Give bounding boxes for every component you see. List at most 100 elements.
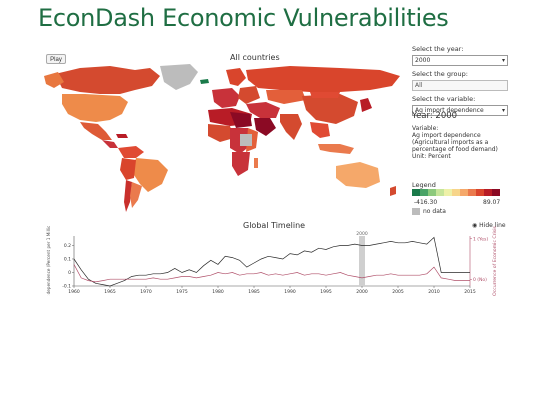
- y2-axis-title: Occurrence of Economic Crisis: [492, 226, 498, 296]
- series-line-ag-import-dependence: [73, 236, 470, 287]
- country-mongolia[interactable]: [310, 92, 340, 98]
- country-new-zealand[interactable]: [390, 186, 396, 196]
- variable-select-label: Select the variable:: [412, 95, 476, 103]
- country-kazakhstan[interactable]: [266, 90, 306, 104]
- legend-color-scale: [412, 189, 500, 196]
- nodata-swatch: [412, 208, 420, 215]
- country-chile[interactable]: [124, 180, 132, 212]
- control-panel: Select the year: 2000 ▾ Select the group…: [412, 44, 508, 116]
- x-tick-label: 1965: [104, 289, 116, 295]
- app-title: EconDash Economic Vulnerabilities: [38, 4, 449, 32]
- x-tick-label: 2015: [464, 289, 476, 295]
- country-greenland: [160, 64, 198, 90]
- legend-swatch: [468, 189, 477, 196]
- y2-tick-label: 1 (Yes): [473, 236, 488, 242]
- country-central-america[interactable]: [102, 140, 118, 148]
- timeline-chart[interactable]: 2000 0.2 0.1 0 -0.1 1 (Yes) 0 (No) 1960 1965 1970…: [30, 226, 510, 296]
- timeline-title: Global Timeline: [243, 221, 306, 230]
- x-tick-label: 2000: [356, 289, 368, 295]
- country-west-africa[interactable]: [208, 124, 234, 142]
- y-tick-label: 0: [68, 270, 71, 276]
- x-tick-label: 1980: [212, 289, 224, 295]
- country-alaska[interactable]: [44, 72, 64, 88]
- year-select[interactable]: 2000 ▾: [412, 55, 508, 66]
- hide-line-label: Hide line: [479, 222, 506, 229]
- legend-swatch: [484, 189, 493, 196]
- country-russia[interactable]: [246, 66, 400, 92]
- group-input-value: All: [415, 82, 423, 89]
- country-turkey-iran[interactable]: [246, 102, 280, 118]
- year-marker[interactable]: [359, 236, 365, 286]
- legend-max: 89.07: [483, 199, 501, 206]
- country-japan-korea[interactable]: [360, 98, 372, 112]
- country-india[interactable]: [280, 114, 302, 140]
- country-argentina[interactable]: [130, 182, 142, 208]
- legend-min: -416.30: [414, 199, 438, 206]
- country-southeast-asia[interactable]: [310, 122, 330, 138]
- variable-select-value: Ag import dependence: [415, 107, 484, 114]
- x-tick-label: 1990: [284, 289, 296, 295]
- country-canada[interactable]: [55, 66, 160, 94]
- variable-name: Ag import dependence: [412, 132, 481, 139]
- x-tick-label: 2010: [428, 289, 440, 295]
- nodata-label: no data: [423, 208, 446, 215]
- country-china[interactable]: [302, 94, 358, 124]
- country-iceland[interactable]: [200, 79, 209, 84]
- y-tick-label: 0.2: [64, 243, 71, 249]
- country-peru-bolivia[interactable]: [120, 158, 136, 180]
- x-tick-label: 1960: [68, 289, 80, 295]
- chevron-down-icon: ▾: [501, 57, 505, 64]
- group-select-label: Select the group:: [412, 70, 468, 78]
- year-select-label: Select the year:: [412, 45, 464, 53]
- legend-swatch: [492, 189, 500, 196]
- legend-swatch: [412, 189, 421, 196]
- year-select-value: 2000: [415, 57, 431, 64]
- y-axis-title: Ag import dependence (Percent per 1 Mill…: [46, 226, 51, 296]
- country-colombia-venezuela[interactable]: [118, 146, 144, 158]
- world-map[interactable]: [40, 62, 410, 216]
- year-display: Year: 2000: [412, 111, 458, 121]
- unit-label: Unit: Percent: [412, 153, 451, 160]
- group-input[interactable]: All: [412, 80, 508, 91]
- map-title: All countries: [230, 53, 280, 62]
- hide-line-toggle[interactable]: ◉ Hide line: [472, 222, 506, 229]
- variable-heading: Variable:: [412, 125, 439, 132]
- variable-detail: (Agricultural imports as a percentage of…: [412, 139, 498, 153]
- legend-swatch: [452, 189, 461, 196]
- country-scandinavia[interactable]: [226, 68, 246, 86]
- country-caribbean[interactable]: [116, 134, 128, 138]
- y-tick-label: 0.1: [64, 257, 71, 263]
- y2-tick-label: 0 (No): [473, 277, 487, 283]
- country-sudan: [240, 134, 252, 146]
- variable-description: Variable: Ag import dependence (Agricult…: [412, 125, 508, 153]
- country-australia[interactable]: [336, 162, 380, 188]
- legend-swatch: [476, 189, 485, 196]
- x-tick-label: 1975: [176, 289, 188, 295]
- year-marker-label: 2000: [356, 231, 368, 237]
- legend-swatch: [420, 189, 429, 196]
- play-button[interactable]: Play: [46, 54, 66, 64]
- chevron-down-icon: ▾: [501, 107, 505, 114]
- country-mexico[interactable]: [80, 122, 112, 140]
- country-egypt-libya[interactable]: [230, 112, 252, 128]
- map-countries: [44, 64, 400, 212]
- country-saudi-arabia[interactable]: [254, 118, 276, 136]
- country-brazil[interactable]: [132, 158, 168, 192]
- x-tick-label: 2005: [392, 289, 404, 295]
- radio-icon[interactable]: ◉: [472, 222, 478, 229]
- country-southern-africa[interactable]: [232, 152, 250, 176]
- country-indonesia[interactable]: [318, 144, 354, 154]
- timeline-lines: [73, 236, 470, 287]
- x-tick-label: 1995: [320, 289, 332, 295]
- x-tick-label: 1985: [248, 289, 260, 295]
- y-tick-label: -0.1: [62, 284, 71, 290]
- country-madagascar[interactable]: [254, 158, 258, 168]
- country-western-europe[interactable]: [212, 88, 240, 108]
- country-eastern-europe[interactable]: [238, 86, 260, 104]
- x-tick-label: 1970: [140, 289, 152, 295]
- variable-select[interactable]: Ag import dependence ▾: [412, 105, 508, 116]
- country-usa[interactable]: [62, 94, 128, 122]
- timeline-axes: 2000 0.2 0.1 0 -0.1 1 (Yes) 0 (No) 1960 1965 1970…: [46, 226, 498, 296]
- legend-swatch: [428, 189, 437, 196]
- legend-swatch: [436, 189, 445, 196]
